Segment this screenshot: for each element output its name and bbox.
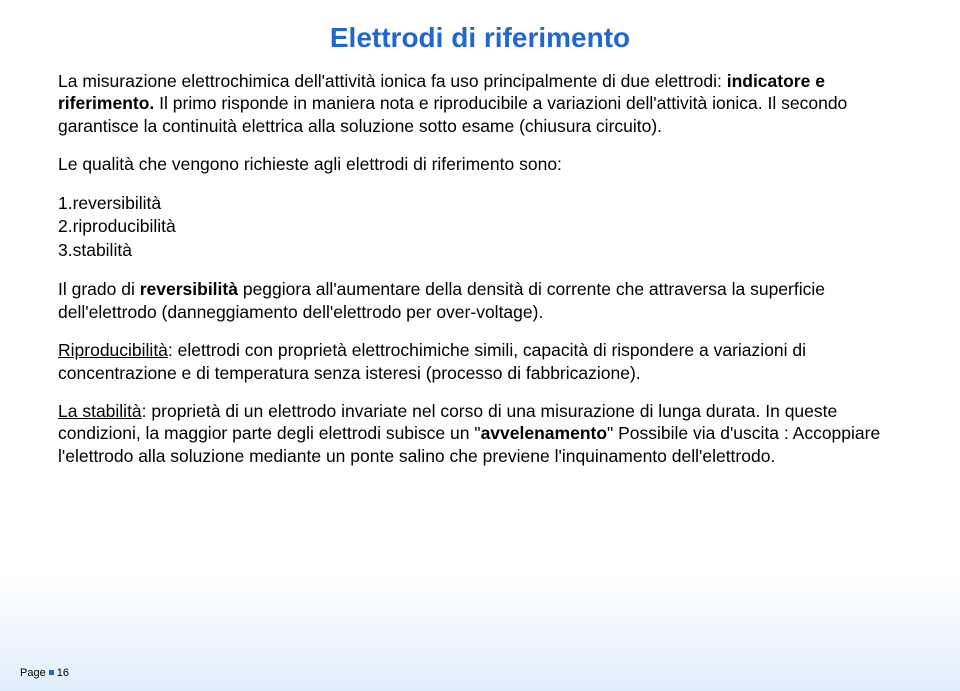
- list-lead: Le qualità che vengono richieste agli el…: [58, 153, 902, 175]
- reproducibility-paragraph: Riproducibilità: elettrodi con proprietà…: [58, 339, 902, 384]
- page-title: Elettrodi di riferimento: [58, 22, 902, 54]
- footer-page-number: 16: [57, 667, 69, 679]
- term-stabilita: La stabilità: [58, 401, 142, 421]
- term-reversibilita: reversibilità: [140, 279, 238, 299]
- text: Il grado di: [58, 279, 140, 299]
- stability-paragraph: La stabilità: proprietà di un elettrodo …: [58, 400, 902, 467]
- term-riproducibilita: Riproducibilità: [58, 340, 168, 360]
- list-item: 3.stabilità: [58, 239, 902, 263]
- intro-text-c: Il primo risponde in maniera nota e ripr…: [58, 93, 847, 135]
- intro-text-a: La misurazione elettrochimica dell'attiv…: [58, 71, 727, 91]
- list-item: 1.reversibilità: [58, 192, 902, 216]
- footer-page-label: Page: [20, 667, 46, 679]
- qualities-list: 1.reversibilità 2.riproducibilità 3.stab…: [58, 192, 902, 263]
- page-footer: Page 16: [20, 667, 69, 679]
- slide-content: Elettrodi di riferimento La misurazione …: [0, 0, 960, 493]
- intro-paragraph: La misurazione elettrochimica dell'attiv…: [58, 70, 902, 137]
- reversibility-paragraph: Il grado di reversibilità peggiora all'a…: [58, 278, 902, 323]
- list-item: 2.riproducibilità: [58, 215, 902, 239]
- footer-square-icon: [49, 670, 54, 675]
- background-gradient: [0, 571, 960, 691]
- text: : elettrodi con proprietà elettrochimich…: [58, 340, 806, 382]
- term-avvelenamento: avvelenamento: [481, 423, 607, 443]
